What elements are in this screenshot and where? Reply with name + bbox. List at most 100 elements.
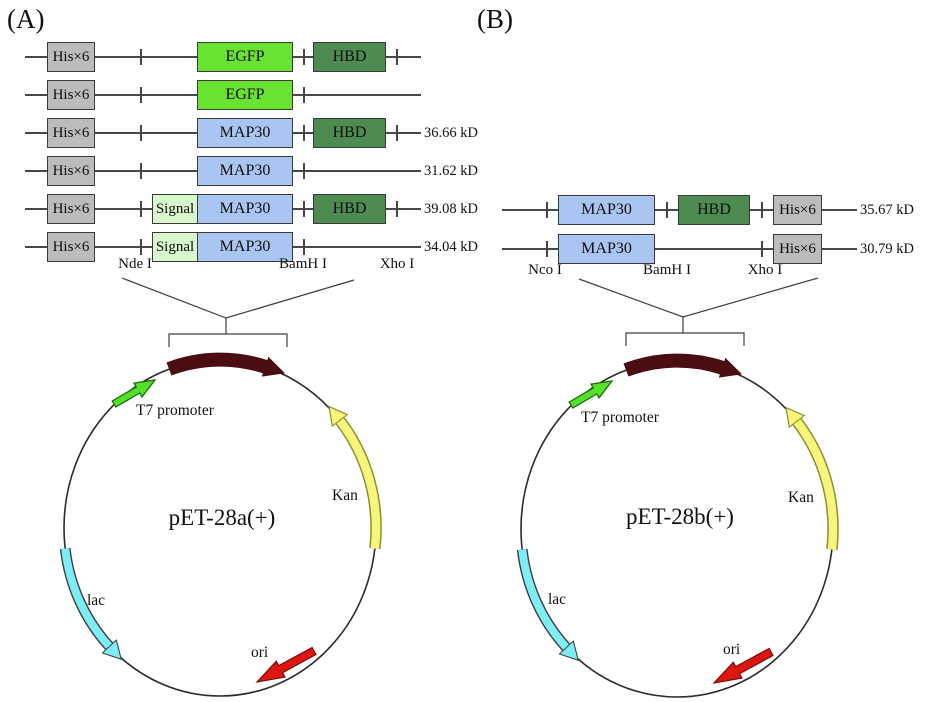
box-label: His×6 bbox=[52, 200, 90, 217]
molecular-weight-label: 39.08 kD bbox=[424, 201, 478, 217]
box-his-tag: His×6 bbox=[47, 42, 95, 72]
kan-label: Kan bbox=[332, 487, 358, 504]
box-label: HBD bbox=[332, 124, 367, 141]
box-label: EGFP bbox=[225, 48, 265, 65]
box-label: EGFP bbox=[225, 86, 265, 103]
cloning-funnel-lines bbox=[578, 277, 819, 318]
plasmid-a-name: pET-28a(+) bbox=[169, 505, 276, 530]
restriction-tick bbox=[140, 239, 142, 255]
ori-arrow bbox=[712, 647, 774, 684]
box-label: MAP30 bbox=[219, 200, 271, 217]
lac-arrow bbox=[518, 549, 567, 648]
restriction-tick bbox=[303, 49, 305, 65]
box-signal: Signal bbox=[152, 232, 198, 262]
lac-label: lac bbox=[548, 591, 566, 608]
restriction-tick bbox=[140, 49, 142, 65]
lac-label: lac bbox=[87, 592, 105, 609]
box-label: His×6 bbox=[52, 86, 90, 103]
box-his-tag: His×6 bbox=[47, 80, 95, 110]
box-label: Signal bbox=[155, 200, 195, 217]
t7-promoter-arrow bbox=[568, 380, 614, 409]
restriction-tick bbox=[140, 87, 142, 103]
box-label: MAP30 bbox=[219, 238, 271, 255]
box-his-tag: His×6 bbox=[47, 118, 95, 148]
box-hbd: HBD bbox=[313, 194, 386, 224]
kan-label: Kan bbox=[788, 489, 814, 506]
restriction-tick bbox=[140, 201, 142, 217]
box-map30: MAP30 bbox=[197, 156, 293, 186]
panel-a-label: (A) bbox=[7, 4, 45, 34]
kan-arrow bbox=[340, 420, 381, 549]
restriction-tick bbox=[303, 201, 305, 217]
molecular-weight-label: 34.04 kD bbox=[424, 239, 478, 255]
box-hbd: HBD bbox=[678, 195, 750, 225]
panel-b-label: (B) bbox=[477, 4, 513, 34]
box-label: HBD bbox=[697, 201, 731, 218]
ori-arrow bbox=[255, 646, 317, 683]
box-map30: MAP30 bbox=[197, 118, 293, 148]
site-label-ndei: Nde I bbox=[118, 256, 152, 272]
box-signal: Signal bbox=[152, 194, 198, 224]
insert-region-arrow bbox=[166, 352, 285, 377]
site-label-bamhi: BamH I bbox=[279, 256, 327, 272]
ori-label: ori bbox=[251, 644, 269, 661]
plasmid-b-name: pET-28b(+) bbox=[626, 504, 734, 529]
molecular-weight-label: 30.79 kD bbox=[860, 241, 914, 257]
ori-label: ori bbox=[723, 641, 741, 658]
site-label-xhoi: Xho I bbox=[379, 256, 415, 272]
box-label: His×6 bbox=[52, 162, 90, 179]
t7-promoter-arrow bbox=[111, 379, 157, 408]
box-label: His×6 bbox=[52, 48, 90, 65]
insert-bracket bbox=[625, 332, 745, 346]
restriction-tick bbox=[546, 202, 548, 218]
box-label: MAP30 bbox=[581, 240, 632, 257]
restriction-tick bbox=[761, 241, 763, 257]
box-label: Signal bbox=[155, 238, 195, 255]
box-his-tag: His×6 bbox=[47, 156, 95, 186]
box-map30: MAP30 bbox=[197, 194, 293, 224]
molecular-weight-label: 36.66 kD bbox=[424, 125, 478, 141]
restriction-tick bbox=[546, 241, 548, 257]
restriction-tick bbox=[396, 125, 398, 141]
box-map30: MAP30 bbox=[197, 232, 293, 262]
site-label-bamhi: BamH I bbox=[643, 262, 691, 278]
molecular-weight-label: 31.62 kD bbox=[424, 163, 478, 179]
box-label: His×6 bbox=[779, 201, 816, 218]
restriction-tick bbox=[140, 125, 142, 141]
box-label: MAP30 bbox=[581, 201, 632, 218]
restriction-tick bbox=[396, 49, 398, 65]
box-his-tag: His×6 bbox=[773, 195, 822, 225]
box-map30: MAP30 bbox=[558, 195, 655, 225]
box-hbd: HBD bbox=[313, 118, 386, 148]
box-map30: MAP30 bbox=[558, 234, 655, 264]
box-label: His×6 bbox=[779, 240, 816, 257]
cloning-funnel-lines bbox=[121, 277, 355, 319]
box-his-tag: His×6 bbox=[47, 232, 95, 262]
box-label: HBD bbox=[332, 48, 367, 65]
restriction-tick bbox=[303, 239, 305, 255]
t7-promoter-label: T7 promoter bbox=[581, 409, 660, 426]
restriction-tick bbox=[303, 163, 305, 179]
box-egfp: EGFP bbox=[197, 80, 293, 110]
box-label: MAP30 bbox=[219, 162, 271, 179]
site-label-xhoi: Xho I bbox=[747, 262, 783, 278]
restriction-tick bbox=[396, 201, 398, 217]
box-egfp: EGFP bbox=[197, 42, 293, 72]
plasmid-b-map: T7 promoter Kan lac ori pET-28b(+) bbox=[516, 277, 839, 698]
box-his-tag: His×6 bbox=[773, 234, 822, 264]
restriction-tick bbox=[666, 202, 668, 218]
kan-arrow bbox=[797, 421, 838, 550]
box-label: HBD bbox=[332, 200, 367, 217]
restriction-tick bbox=[303, 87, 305, 103]
t7-promoter-label: T7 promoter bbox=[136, 402, 215, 419]
lac-arrow bbox=[61, 548, 110, 647]
box-label: His×6 bbox=[52, 124, 90, 141]
insert-bracket bbox=[168, 333, 288, 347]
box-label: His×6 bbox=[52, 238, 90, 255]
box-hbd: HBD bbox=[313, 42, 386, 72]
plasmid-a-map: T7 promoter Kan lac ori pET-28a(+) bbox=[59, 277, 382, 697]
baseline bbox=[502, 248, 857, 250]
site-label-ncoi: Nco I bbox=[528, 262, 562, 278]
